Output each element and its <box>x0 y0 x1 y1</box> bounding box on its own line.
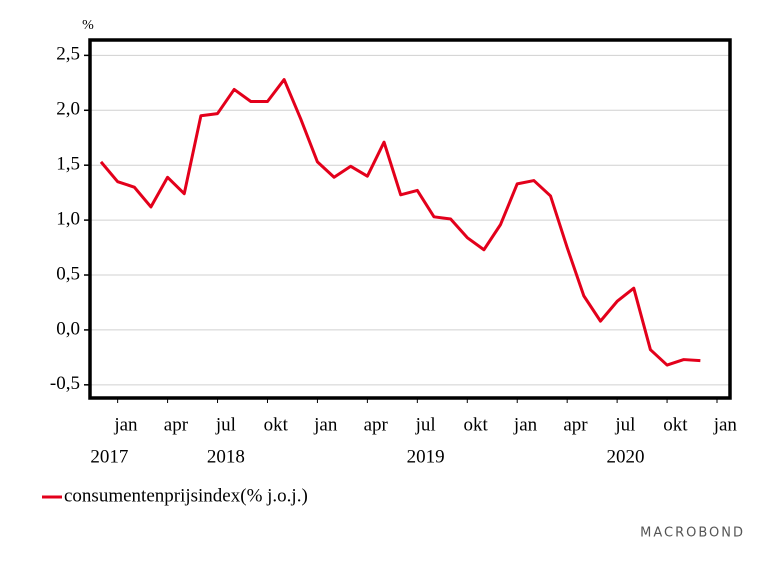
year-label: 2020 <box>606 446 644 467</box>
x-tick-label: jul <box>614 414 635 435</box>
x-tick-label: apr <box>563 414 588 435</box>
x-tick-label: okt <box>663 414 688 435</box>
y-tick-label: 0,0 <box>56 318 80 339</box>
x-tick-label: jul <box>415 414 436 435</box>
x-tick-label: apr <box>164 414 189 435</box>
y-tick-label: 2,0 <box>56 99 80 120</box>
year-label: 2018 <box>207 446 245 467</box>
x-tick-label: apr <box>364 414 389 435</box>
source-brand: MACROBOND <box>640 526 745 541</box>
x-tick-label: jan <box>313 414 338 435</box>
x-tick-label: jul <box>215 414 236 435</box>
y-tick-label: 1,5 <box>56 154 80 175</box>
legend-label: consumentenprijsindex(% j.o.j.) <box>64 485 308 506</box>
year-label: 2019 <box>407 446 445 467</box>
x-tick-label: jan <box>713 414 738 435</box>
y-tick-label: 0,5 <box>56 263 80 284</box>
data-line <box>99 78 701 367</box>
year-label: 2017 <box>90 446 128 467</box>
y-tick-label: 1,0 <box>56 208 80 229</box>
y-tick-label: 2,5 <box>56 44 80 65</box>
x-tick-label: okt <box>463 414 488 435</box>
y-unit: % <box>82 18 94 33</box>
y-tick-label: -0,5 <box>50 373 80 394</box>
x-tick-label: jan <box>113 414 138 435</box>
x-tick-label: jan <box>513 414 538 435</box>
plot-frame <box>88 38 732 400</box>
x-tick-label: okt <box>264 414 289 435</box>
